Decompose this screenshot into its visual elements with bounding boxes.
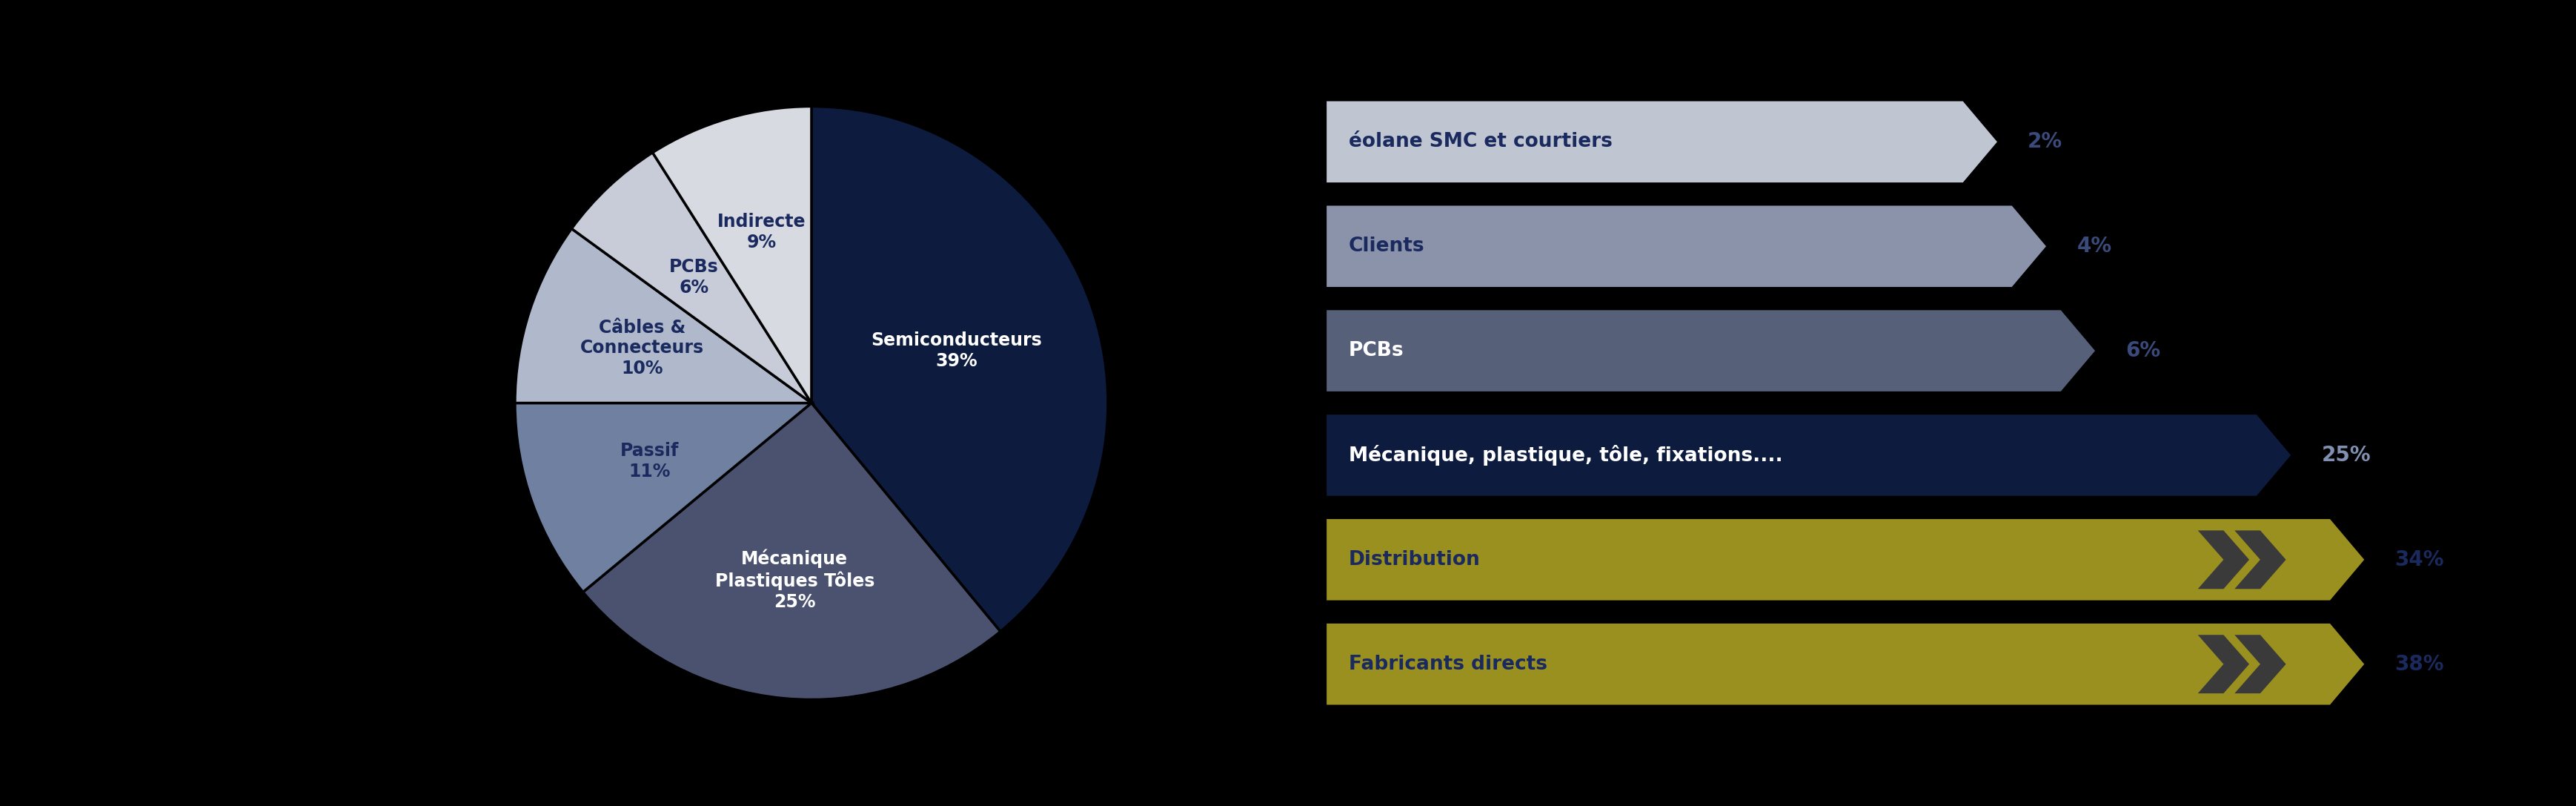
Text: Fabricants directs: Fabricants directs	[1350, 654, 1548, 674]
Text: Distribution: Distribution	[1350, 550, 1481, 569]
Text: 6%: 6%	[2125, 340, 2161, 361]
Text: éolane SMC et courtiers: éolane SMC et courtiers	[1350, 132, 1613, 152]
Polygon shape	[1327, 102, 1996, 182]
Polygon shape	[1327, 414, 2290, 496]
Polygon shape	[1327, 310, 2094, 392]
Wedge shape	[515, 403, 811, 592]
Wedge shape	[582, 403, 999, 700]
Text: 2%: 2%	[2027, 131, 2063, 152]
Text: 25%: 25%	[2321, 445, 2370, 466]
Text: Câbles &
Connecteurs
10%: Câbles & Connecteurs 10%	[580, 318, 703, 377]
Text: 4%: 4%	[2076, 236, 2112, 256]
Polygon shape	[2233, 635, 2285, 693]
Text: PCBs
6%: PCBs 6%	[670, 259, 719, 297]
Text: 38%: 38%	[2396, 654, 2445, 675]
Polygon shape	[2197, 635, 2249, 693]
Polygon shape	[2233, 530, 2285, 589]
Text: Indirecte
9%: Indirecte 9%	[719, 213, 806, 251]
Wedge shape	[515, 229, 811, 403]
Polygon shape	[1327, 519, 2365, 600]
Text: PCBs: PCBs	[1350, 341, 1404, 360]
Text: 34%: 34%	[2396, 550, 2445, 570]
Wedge shape	[652, 106, 811, 403]
Wedge shape	[811, 106, 1108, 632]
Wedge shape	[572, 152, 811, 403]
Text: Mécanique
Plastiques Tôles
25%: Mécanique Plastiques Tôles 25%	[716, 550, 873, 611]
Text: Clients: Clients	[1350, 237, 1425, 256]
Text: Passif
11%: Passif 11%	[621, 442, 680, 480]
Text: Mécanique, plastique, tôle, fixations....: Mécanique, plastique, tôle, fixations...…	[1350, 445, 1783, 466]
Text: Semiconducteurs
39%: Semiconducteurs 39%	[871, 331, 1041, 370]
Polygon shape	[2197, 530, 2249, 589]
Polygon shape	[1327, 206, 2045, 287]
Polygon shape	[1327, 624, 2365, 704]
